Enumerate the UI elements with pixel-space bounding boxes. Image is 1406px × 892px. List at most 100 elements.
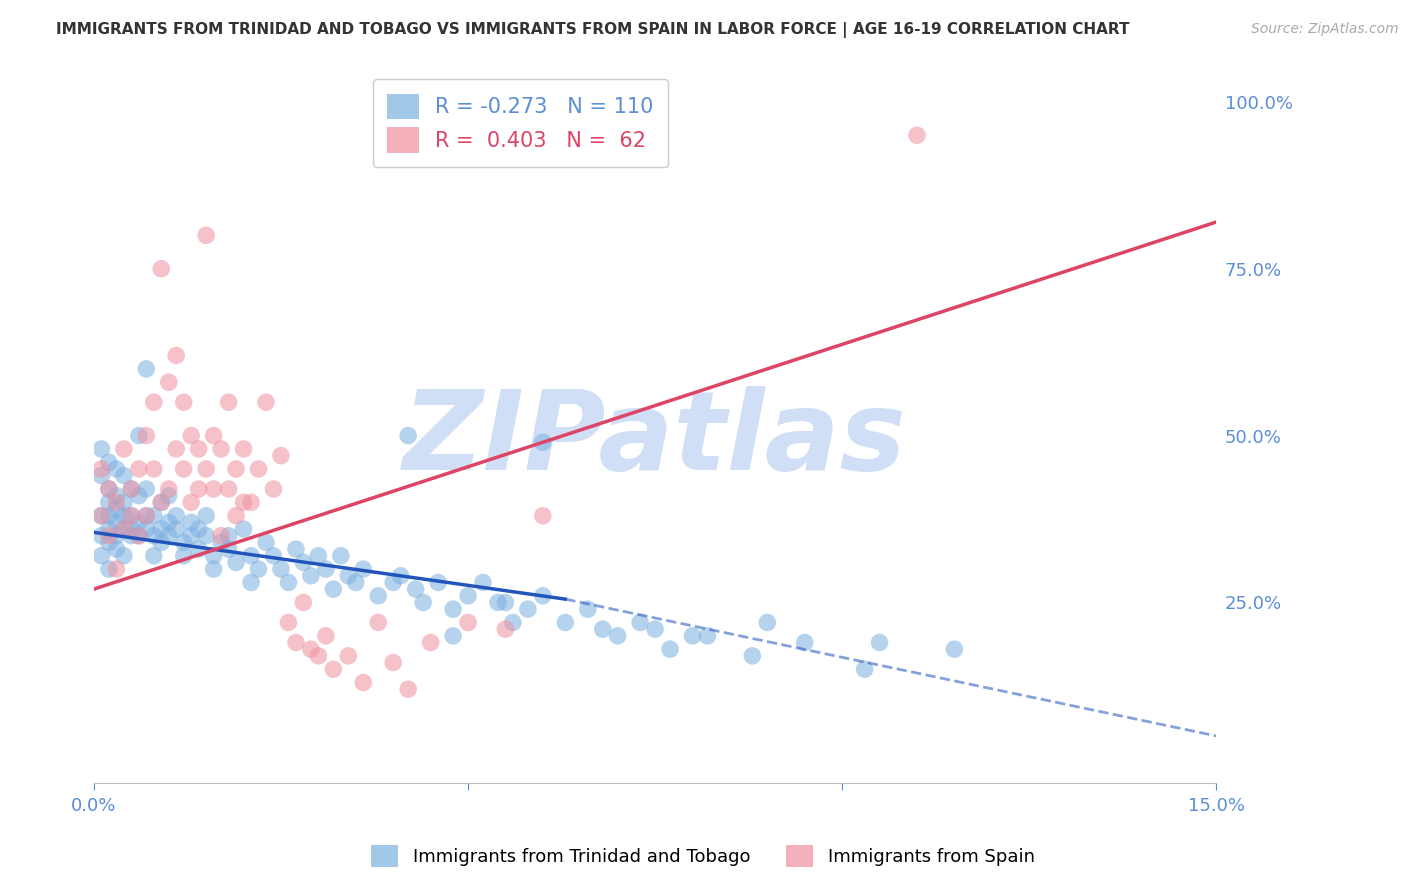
Point — [142, 395, 165, 409]
Point — [270, 562, 292, 576]
Point — [240, 549, 263, 563]
Point — [142, 549, 165, 563]
Point — [105, 489, 128, 503]
Point — [441, 602, 464, 616]
Point — [263, 549, 285, 563]
Point — [173, 535, 195, 549]
Point — [284, 542, 307, 557]
Point — [97, 482, 120, 496]
Point — [180, 529, 202, 543]
Point — [427, 575, 450, 590]
Point — [105, 542, 128, 557]
Point — [322, 582, 344, 596]
Point — [165, 349, 187, 363]
Point — [337, 568, 360, 582]
Point — [105, 462, 128, 476]
Point — [128, 529, 150, 543]
Point — [150, 535, 173, 549]
Point — [696, 629, 718, 643]
Point — [142, 529, 165, 543]
Point — [157, 529, 180, 543]
Point — [128, 529, 150, 543]
Point — [531, 435, 554, 450]
Point — [202, 549, 225, 563]
Point — [187, 482, 209, 496]
Point — [112, 495, 135, 509]
Point — [315, 629, 337, 643]
Point — [247, 562, 270, 576]
Point — [128, 489, 150, 503]
Point — [128, 428, 150, 442]
Point — [225, 508, 247, 523]
Point — [157, 489, 180, 503]
Point — [869, 635, 891, 649]
Point — [105, 562, 128, 576]
Point — [165, 522, 187, 536]
Point — [120, 508, 142, 523]
Point — [90, 462, 112, 476]
Point — [441, 629, 464, 643]
Point — [97, 495, 120, 509]
Point — [419, 635, 441, 649]
Point — [90, 529, 112, 543]
Point — [90, 549, 112, 563]
Point — [135, 482, 157, 496]
Point — [793, 635, 815, 649]
Point — [150, 261, 173, 276]
Point — [254, 395, 277, 409]
Point — [112, 549, 135, 563]
Point — [157, 482, 180, 496]
Point — [180, 428, 202, 442]
Point — [240, 575, 263, 590]
Point — [225, 556, 247, 570]
Point — [853, 662, 876, 676]
Point — [352, 675, 374, 690]
Point — [277, 615, 299, 630]
Point — [329, 549, 352, 563]
Point — [135, 428, 157, 442]
Point — [173, 549, 195, 563]
Point — [128, 462, 150, 476]
Point — [247, 462, 270, 476]
Point — [531, 589, 554, 603]
Point — [756, 615, 779, 630]
Point — [105, 516, 128, 530]
Point — [307, 549, 329, 563]
Point — [90, 468, 112, 483]
Point — [494, 622, 516, 636]
Point — [554, 615, 576, 630]
Point — [628, 615, 651, 630]
Point — [502, 615, 524, 630]
Point — [97, 508, 120, 523]
Point — [412, 595, 434, 609]
Point — [682, 629, 704, 643]
Point — [659, 642, 682, 657]
Point — [457, 615, 479, 630]
Point — [576, 602, 599, 616]
Point — [405, 582, 427, 596]
Point — [396, 428, 419, 442]
Point — [150, 495, 173, 509]
Point — [307, 648, 329, 663]
Point — [457, 589, 479, 603]
Point — [352, 562, 374, 576]
Point — [396, 682, 419, 697]
Point — [135, 508, 157, 523]
Point — [382, 575, 405, 590]
Point — [270, 449, 292, 463]
Point — [97, 522, 120, 536]
Point — [97, 482, 120, 496]
Point — [142, 508, 165, 523]
Point — [315, 562, 337, 576]
Point — [112, 442, 135, 456]
Text: ZIPatlas: ZIPatlas — [404, 386, 907, 493]
Point — [218, 395, 240, 409]
Point — [277, 575, 299, 590]
Point — [90, 442, 112, 456]
Point — [218, 529, 240, 543]
Point — [120, 529, 142, 543]
Point — [240, 495, 263, 509]
Point — [292, 595, 315, 609]
Point — [299, 642, 322, 657]
Point — [180, 495, 202, 509]
